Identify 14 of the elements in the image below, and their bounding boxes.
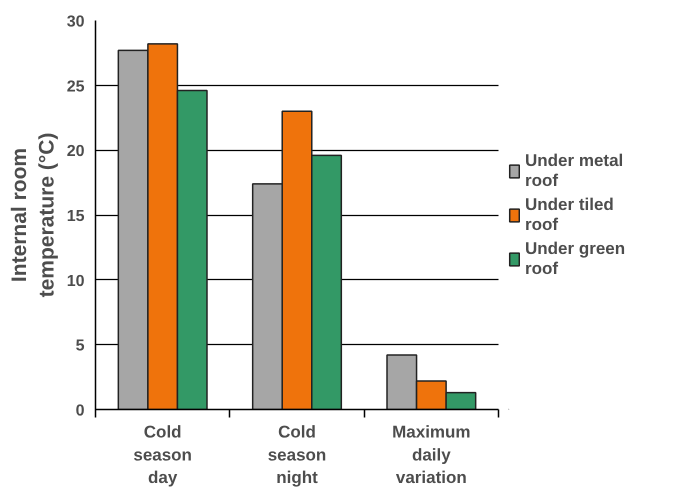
x-tick-label: Maximum daily variation [392,422,471,488]
y-tick-label: 15 [66,208,85,225]
y-axis-title: Internal room temperature (°C) [8,132,59,298]
legend-label: Under metal roof [525,150,624,190]
legend-label: Under tiled roof [525,194,614,234]
y-tick-label: 30 [66,14,85,30]
y-tick-label: 5 [76,338,85,355]
y-tick-label: 10 [66,272,85,290]
y-tick-label: 20 [66,143,85,160]
x-tick-label: Cold season night [268,422,326,488]
legend-label: Under green roof [525,238,626,278]
y-tick-label: 0 [76,402,85,420]
y-tick-label: 25 [66,78,85,96]
x-tick-label: Cold season day [133,422,192,488]
